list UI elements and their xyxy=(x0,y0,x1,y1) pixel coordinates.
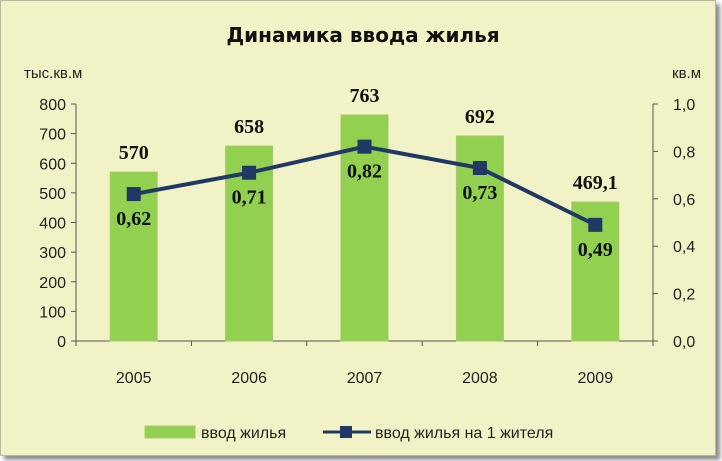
y-left-tick-label: 500 xyxy=(39,186,66,203)
legend-bar-swatch xyxy=(144,425,196,439)
line-value-label: 0,73 xyxy=(462,182,497,204)
y-left-tick-label: 400 xyxy=(39,216,66,233)
x-tick-label: 2006 xyxy=(231,370,267,387)
line-point-marker xyxy=(126,187,141,202)
y-right-axis-label: кв.м xyxy=(672,65,701,82)
axes: 0 100 200 300 400 500 600 700 800 0,0 0,2 0,4 0,6 0,8… xyxy=(39,97,695,387)
y-left-tick-label: 100 xyxy=(39,304,66,321)
bar-value-label: 469,1 xyxy=(573,172,618,194)
bar-value-label: 692 xyxy=(465,106,495,128)
x-tick-label: 2007 xyxy=(347,370,383,387)
y-right-tick-label: 1,0 xyxy=(673,97,695,114)
line-value-label: 0,49 xyxy=(578,239,613,261)
x-tick-label: 2009 xyxy=(578,370,614,387)
y-left-tick-label: 700 xyxy=(39,127,66,144)
bar-value-label: 763 xyxy=(350,85,380,107)
chart-title: Динамика ввода жилья xyxy=(226,23,499,47)
y-left-tick-label: 300 xyxy=(39,245,66,262)
line-value-label: 0,71 xyxy=(232,187,267,209)
y-right-tick-label: 0,6 xyxy=(673,192,695,209)
y-left-tick-label: 800 xyxy=(39,97,66,114)
bar-value-label: 658 xyxy=(234,116,264,138)
legend: ввод жилья ввод жилья на 1 жителя xyxy=(144,425,553,442)
x-tick-label: 2005 xyxy=(116,370,152,387)
y-right-tick-label: 0,8 xyxy=(673,144,695,161)
legend-line-marker xyxy=(340,426,352,438)
line-value-label: 0,82 xyxy=(347,161,382,183)
line-value-label: 0,62 xyxy=(116,208,151,230)
line-point-marker xyxy=(472,160,487,175)
chart-svg: Динамика ввода жилья тыс.кв.м кв.м 0 100 2… xyxy=(24,23,701,442)
x-tick-label: 2008 xyxy=(462,370,498,387)
line-series xyxy=(126,139,603,232)
data-labels: 570 658 763 692 469,1 0,62 0,71 0,82 0,73 0,49 xyxy=(116,85,618,261)
line-point-marker xyxy=(357,139,372,154)
y-right-tick-label: 0,2 xyxy=(673,287,695,304)
legend-line-label: ввод жилья на 1 жителя xyxy=(375,425,553,442)
y-left-axis-label: тыс.кв.м xyxy=(24,65,82,82)
y-left-tick-label: 0 xyxy=(57,334,66,351)
line-point-marker xyxy=(588,217,603,232)
y-right-tick-label: 0,4 xyxy=(673,239,695,256)
y-left-tick-label: 200 xyxy=(39,275,66,292)
y-right-tick-label: 0,0 xyxy=(673,334,695,351)
y-left-tick-label: 600 xyxy=(39,156,66,173)
legend-bar-label: ввод жилья xyxy=(201,425,286,442)
bar-value-label: 570 xyxy=(119,142,149,164)
line-point-marker xyxy=(242,165,257,180)
